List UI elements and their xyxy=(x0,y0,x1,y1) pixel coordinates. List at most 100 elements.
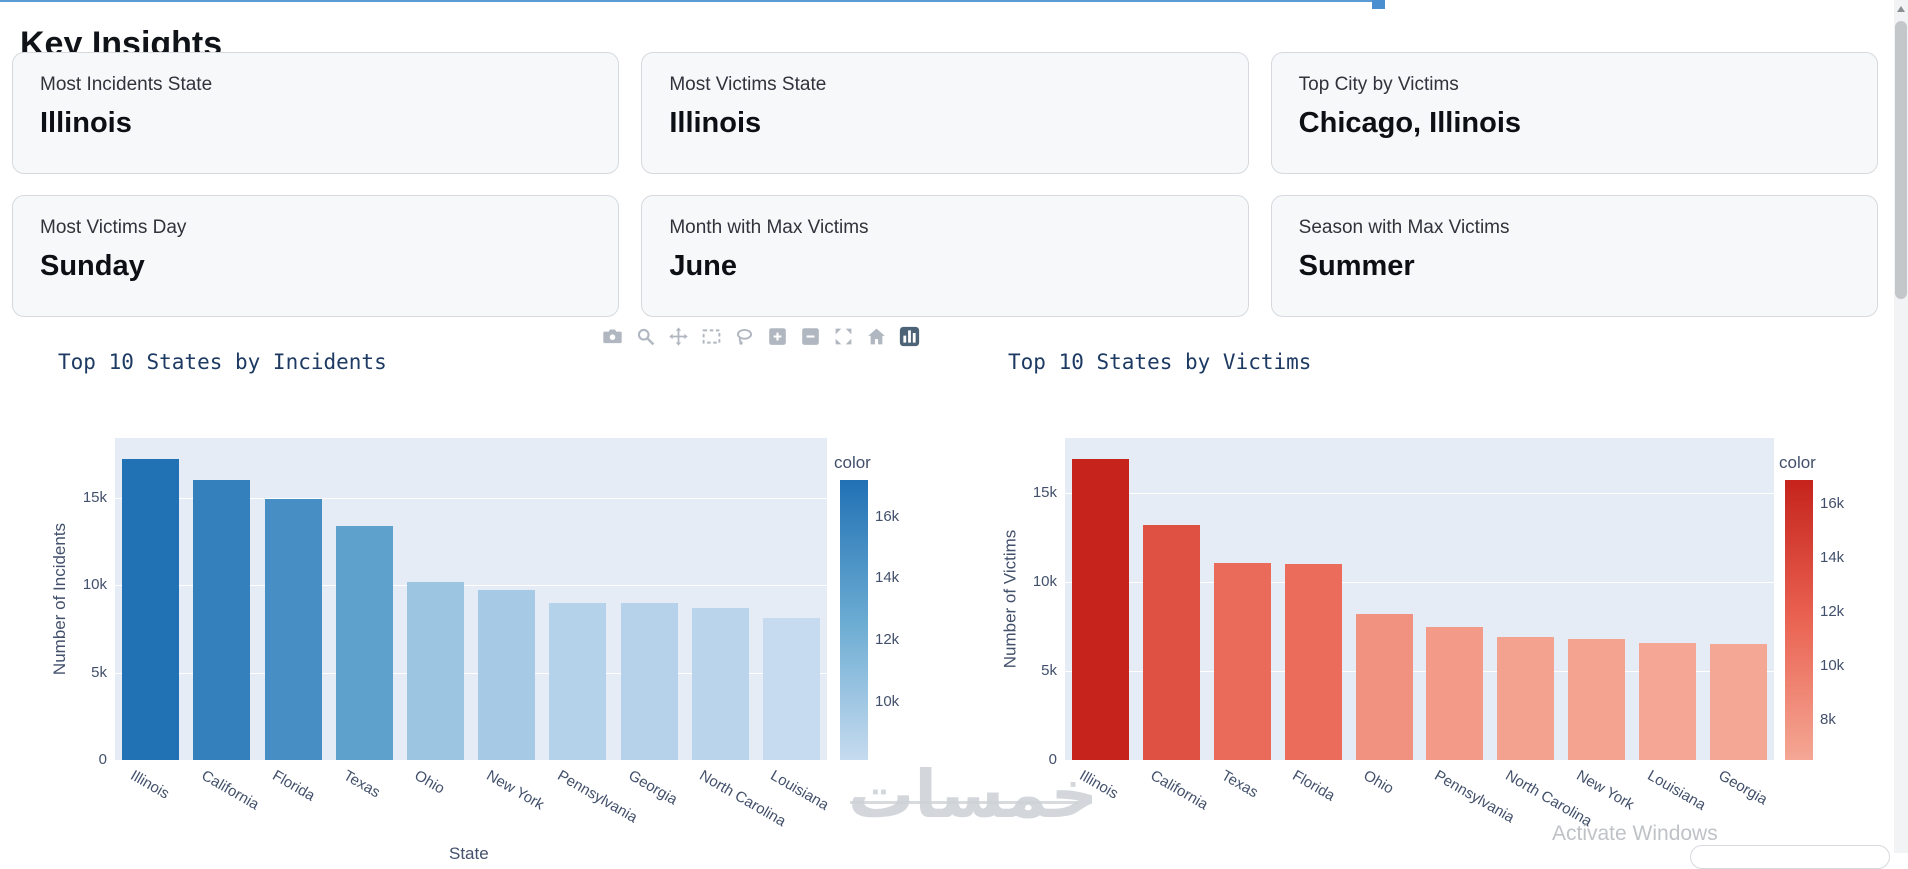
bar-florida[interactable] xyxy=(1284,564,1342,760)
insight-card-value: Summer xyxy=(1298,250,1415,282)
bar-ohio[interactable] xyxy=(406,581,464,760)
chart-top10-states-by-incidents: Top 10 States by Incidents Number of Inc… xyxy=(40,348,930,863)
insight-card-label: Most Incidents State xyxy=(40,74,213,95)
insight-card-label: Season with Max Victims xyxy=(1298,217,1510,238)
chart-title: Top 10 States by Victims xyxy=(1008,350,1312,374)
gridline xyxy=(115,497,827,499)
bar-california[interactable] xyxy=(193,480,251,760)
colorbar-tick-label: 12k xyxy=(875,631,900,648)
y-axis-title-column: Number of Incidents xyxy=(49,438,71,760)
bar-illinois[interactable] xyxy=(1071,459,1129,760)
bar-florida[interactable] xyxy=(264,499,322,760)
colorbar-tick-label: 10k xyxy=(1820,656,1845,674)
plot-area[interactable] xyxy=(115,438,827,760)
insight-card-value: Chicago, Illinois xyxy=(1298,107,1522,139)
colorbar-tick-label: 8k xyxy=(1820,710,1836,728)
y-tick-label: 0 xyxy=(1048,751,1057,768)
insight-card-value: Illinois xyxy=(669,107,762,139)
colorbar-tick-label: 10k xyxy=(875,692,900,710)
reset-axes-home-icon[interactable] xyxy=(864,324,888,348)
colorbar-tick-label: 14k xyxy=(1820,549,1845,567)
insight-card-label: Month with Max Victims xyxy=(669,217,869,238)
y-tick-label: 10k xyxy=(1032,573,1057,591)
chart-top10-states-by-victims: Top 10 States by Victims Number of Victi… xyxy=(990,348,1880,853)
plot-area[interactable] xyxy=(1065,438,1774,760)
y-tick-label: 15k xyxy=(82,488,107,506)
x-axis-title: State xyxy=(449,844,489,863)
y-axis-title: Number of Victims xyxy=(1000,529,1019,669)
scrollbar-up-arrow-icon[interactable] xyxy=(1894,0,1908,17)
insight-card: Most Victims State Illinois xyxy=(641,52,1249,174)
bar-georgia[interactable] xyxy=(1710,644,1768,760)
zoom-in-icon[interactable] xyxy=(765,324,789,348)
bar-new-york[interactable] xyxy=(478,590,536,760)
colorbar-tick-label: 14k xyxy=(875,569,900,587)
bar-georgia[interactable] xyxy=(620,603,678,760)
bar-texas[interactable] xyxy=(335,525,393,760)
y-tick-label: 5k xyxy=(91,663,107,681)
colorbar xyxy=(1785,480,1813,760)
insight-card: Most Victims Day Sunday xyxy=(12,195,620,317)
x-tick-label: Georgia xyxy=(625,767,681,809)
y-axis-title: Number of Incidents xyxy=(50,522,70,676)
y-tick-label: 0 xyxy=(98,751,107,768)
insight-card: Season with Max Victims Summer xyxy=(1270,195,1878,317)
gridline xyxy=(115,672,827,674)
bar-illinois[interactable] xyxy=(122,459,180,760)
x-tick-label: Georgia xyxy=(1715,767,1770,809)
insight-card: Month with Max Victims June xyxy=(641,195,1249,317)
insight-card-label: Top City by Victims xyxy=(1298,74,1459,95)
insight-cards-grid: Most Incidents State Illinois Most Victims… xyxy=(12,52,1878,317)
scrollbar-thumb[interactable] xyxy=(1895,21,1907,299)
x-tick-label: New York xyxy=(483,767,547,814)
x-tick-label: New York xyxy=(1573,767,1637,814)
partial-card-below-fold xyxy=(1690,845,1890,869)
bar-new-york[interactable] xyxy=(1568,639,1626,760)
bar-louisiana[interactable] xyxy=(762,618,820,760)
box-select-icon[interactable] xyxy=(699,324,723,348)
watermark-text: خمسات xyxy=(848,756,1099,833)
bar-ohio[interactable] xyxy=(1355,614,1413,760)
bar-pennsylvania[interactable] xyxy=(549,602,607,760)
gridline xyxy=(1065,671,1774,673)
gridline xyxy=(1065,582,1774,584)
bar-north-carolina[interactable] xyxy=(1497,637,1555,760)
zoom-out-icon[interactable] xyxy=(798,324,822,348)
gridline xyxy=(115,585,827,586)
insight-card: Top City by Victims Chicago, Illinois xyxy=(1270,52,1878,174)
insight-card: Most Incidents State Illinois xyxy=(12,52,620,174)
x-tick-label: Texas xyxy=(340,767,384,802)
top-accent-line xyxy=(0,0,1372,2)
y-tick-label: 10k xyxy=(82,576,107,593)
x-tick-label: California xyxy=(198,767,262,814)
y-tick-label: 5k xyxy=(1041,662,1057,680)
colorbar-tick-label: 16k xyxy=(875,507,900,525)
chart-title: Top 10 States by Incidents xyxy=(58,350,387,374)
x-tick-label: Louisiana xyxy=(767,767,833,814)
bar-california[interactable] xyxy=(1142,525,1200,760)
colorbar-title: color xyxy=(834,453,871,472)
insight-card-value: Sunday xyxy=(40,250,145,282)
colorbar-title: color xyxy=(1779,453,1816,472)
x-tick-label: Ohio xyxy=(411,767,448,798)
bar-pennsylvania[interactable] xyxy=(1426,626,1484,760)
top-accent-line-end xyxy=(1372,0,1385,9)
bar-texas[interactable] xyxy=(1213,562,1271,760)
bar-louisiana[interactable] xyxy=(1639,642,1697,760)
insight-card-value: June xyxy=(669,250,738,282)
x-tick-label: Florida xyxy=(269,767,318,805)
gridline xyxy=(1065,493,1774,495)
zoom-icon[interactable] xyxy=(633,324,657,348)
autoscale-icon[interactable] xyxy=(831,324,855,348)
download-plot-camera-icon[interactable] xyxy=(600,324,624,348)
x-tick-label: Louisiana xyxy=(1644,767,1709,814)
plotly-modebar xyxy=(600,324,921,348)
insight-card-label: Most Victims State xyxy=(669,74,827,95)
plotly-logo-icon[interactable] xyxy=(897,324,921,348)
x-tick-label: Ohio xyxy=(1360,767,1397,798)
bar-north-carolina[interactable] xyxy=(691,607,749,760)
lasso-select-icon[interactable] xyxy=(732,324,756,348)
insight-card-label: Most Victims Day xyxy=(40,217,187,238)
x-tick-label: Illinois xyxy=(127,767,172,803)
pan-icon[interactable] xyxy=(666,324,690,348)
